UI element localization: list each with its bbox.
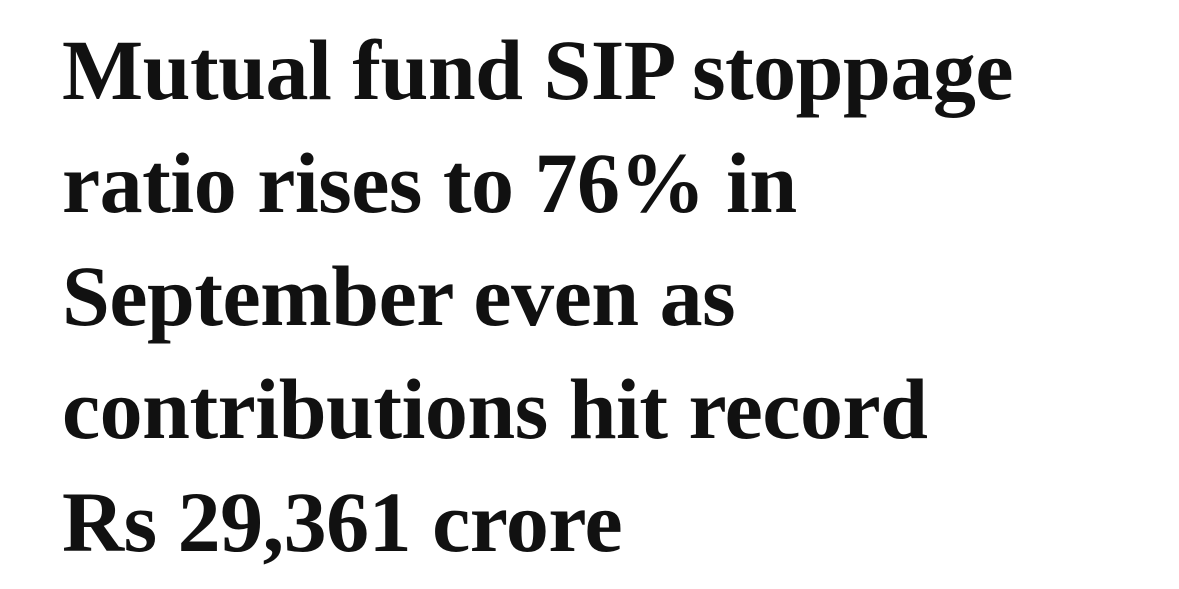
headline: Mutual fund SIP stoppage ratio rises to … xyxy=(62,14,1179,579)
headline-line: Rs 29,361 crore xyxy=(62,474,623,570)
headline-line: ratio rises to 76% in xyxy=(62,135,797,231)
headline-line: Mutual fund SIP stoppage xyxy=(62,22,1014,118)
headline-line: contributions hit record xyxy=(62,361,928,457)
headline-line: September even as xyxy=(62,248,736,344)
